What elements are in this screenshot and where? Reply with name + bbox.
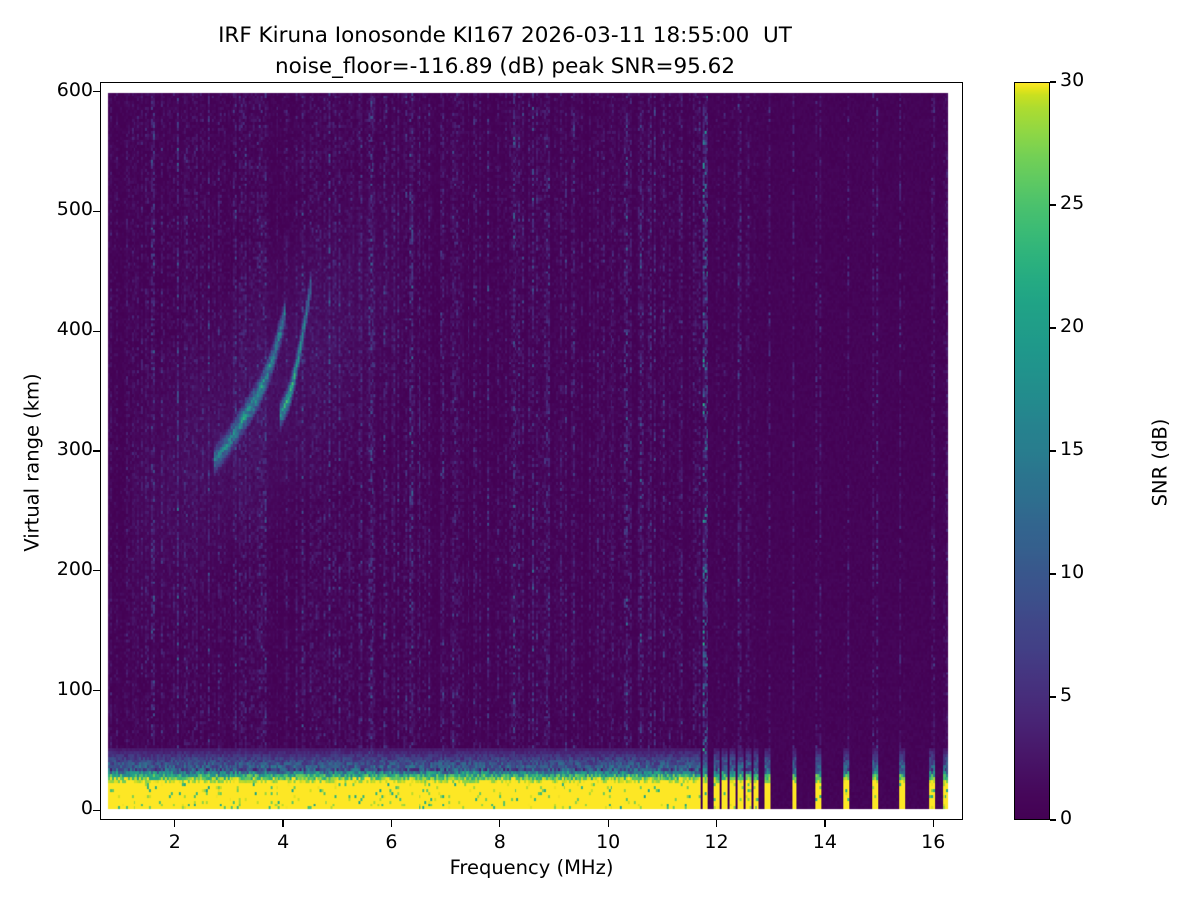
colorbar-tick-label: 10 bbox=[1060, 561, 1085, 583]
colorbar-tick-label: 15 bbox=[1060, 438, 1085, 460]
y-tick-label: 500 bbox=[56, 198, 93, 221]
y-tick-mark bbox=[93, 689, 100, 692]
x-tick-mark bbox=[607, 820, 609, 827]
colorbar-tick-mark bbox=[1050, 696, 1056, 698]
title-line-1: IRF Kiruna Ionosonde KI167 2026-03-11 18… bbox=[218, 23, 792, 48]
x-axis-label: Frequency (MHz) bbox=[449, 856, 614, 879]
x-tick-label: 16 bbox=[921, 831, 946, 853]
x-tick-mark bbox=[932, 820, 934, 827]
y-tick-mark bbox=[93, 210, 100, 213]
colorbar-tick-mark bbox=[1050, 573, 1056, 575]
y-tick-label: 0 bbox=[80, 797, 93, 820]
y-tick-label: 600 bbox=[56, 78, 93, 101]
colorbar-tick-label: 25 bbox=[1060, 192, 1085, 214]
x-tick-label: 14 bbox=[812, 831, 837, 853]
x-tick-label: 10 bbox=[596, 831, 621, 853]
x-tick-label: 12 bbox=[704, 831, 729, 853]
x-tick-mark bbox=[499, 820, 501, 827]
y-axis-label: Virtual range (km) bbox=[20, 373, 44, 552]
y-tick-label: 400 bbox=[56, 318, 93, 341]
x-tick-mark bbox=[390, 820, 393, 827]
y-tick-mark bbox=[93, 809, 100, 812]
y-tick-mark bbox=[93, 450, 100, 452]
colorbar-tick-label: 5 bbox=[1060, 684, 1073, 706]
x-tick-mark bbox=[824, 820, 826, 827]
colorbar-tick-label: 20 bbox=[1060, 315, 1085, 337]
y-tick-mark bbox=[93, 570, 100, 572]
figure-title: IRF Kiruna Ionosonde KI167 2026-03-11 18… bbox=[0, 20, 1010, 82]
y-tick-mark bbox=[93, 330, 100, 332]
y-tick-label: 300 bbox=[56, 438, 93, 460]
ionogram-heatmap bbox=[101, 83, 962, 819]
x-tick-mark bbox=[174, 820, 176, 827]
x-tick-label: 6 bbox=[385, 831, 398, 853]
ionogram-plot-area[interactable] bbox=[100, 82, 963, 820]
y-tick-label: 200 bbox=[56, 557, 93, 580]
title-line-2: noise_floor=-116.89 (dB) peak SNR=95.62 bbox=[274, 54, 736, 79]
colorbar-tick-mark bbox=[1050, 450, 1056, 452]
colorbar-tick-mark bbox=[1050, 204, 1056, 206]
colorbar-tick-mark bbox=[1050, 327, 1056, 329]
x-tick-label: 2 bbox=[168, 831, 181, 853]
x-tick-mark bbox=[282, 820, 284, 827]
colorbar-tick-label: 30 bbox=[1060, 69, 1085, 91]
colorbar-label: SNR (dB) bbox=[1148, 418, 1172, 507]
x-tick-label: 8 bbox=[493, 831, 506, 853]
colorbar-tick-mark bbox=[1050, 819, 1056, 821]
y-tick-label: 100 bbox=[56, 677, 93, 700]
y-tick-mark bbox=[93, 90, 100, 93]
x-tick-mark bbox=[715, 820, 718, 827]
colorbar-gradient bbox=[1014, 82, 1050, 820]
colorbar-tick-label: 0 bbox=[1060, 807, 1073, 829]
x-tick-label: 4 bbox=[277, 831, 290, 853]
colorbar-tick-mark bbox=[1050, 81, 1056, 83]
